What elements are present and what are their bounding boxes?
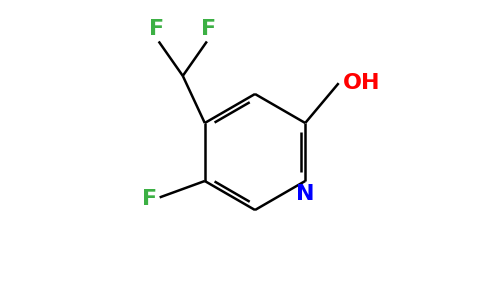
Text: F: F [141,189,157,209]
Text: OH: OH [343,73,380,93]
Text: N: N [296,184,315,204]
Text: F: F [201,20,216,40]
Text: F: F [149,20,164,40]
